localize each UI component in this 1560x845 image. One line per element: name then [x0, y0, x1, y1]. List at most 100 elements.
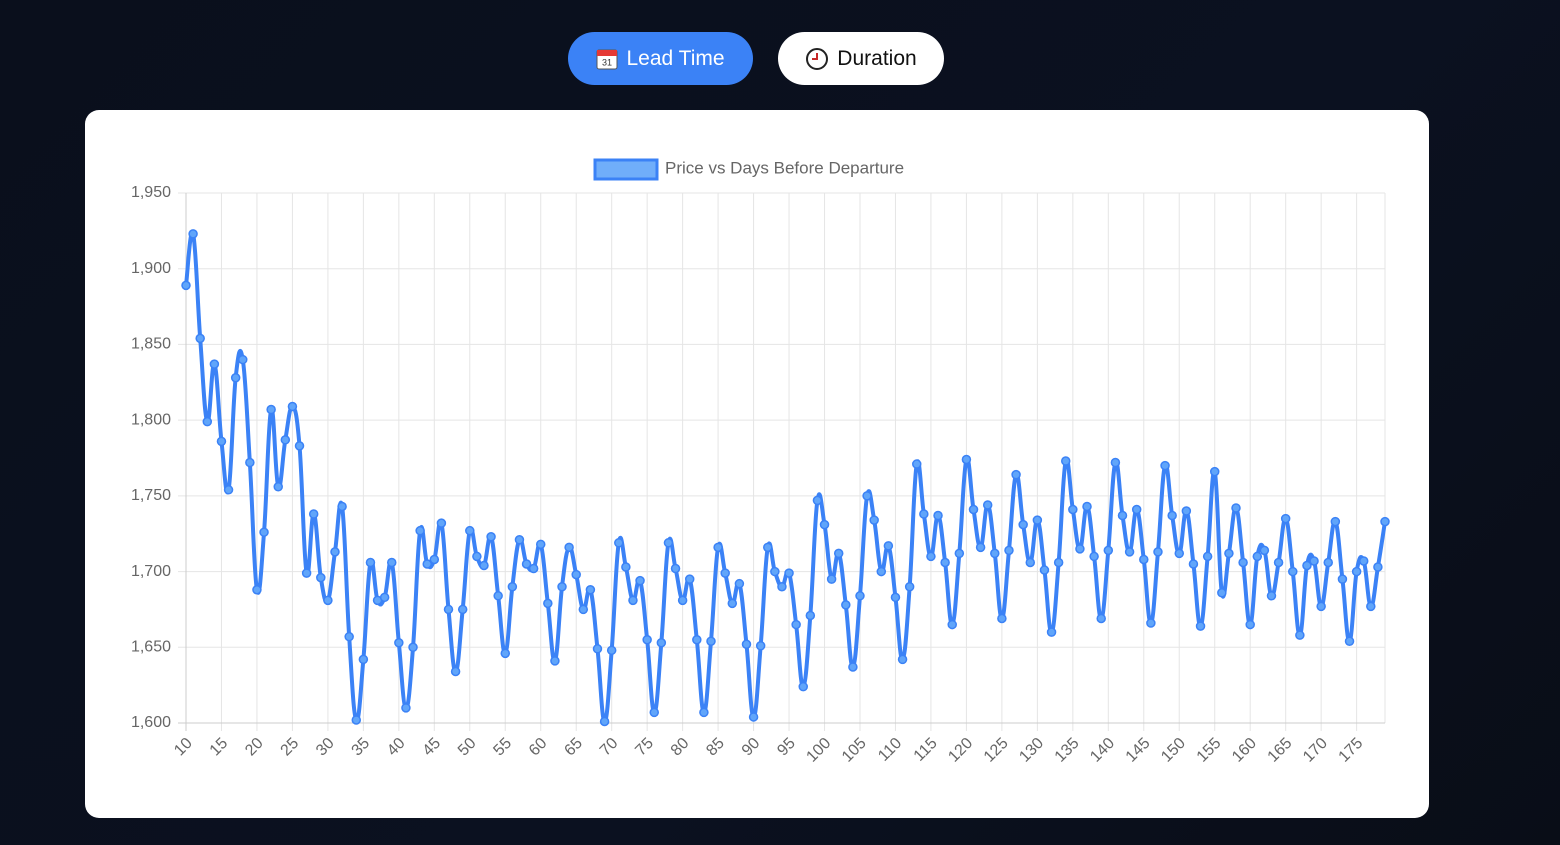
data-point	[564, 542, 574, 553]
data-point	[1131, 504, 1142, 515]
data-point	[557, 581, 567, 592]
data-point	[812, 495, 823, 506]
lead-time-button[interactable]: 31 Lead Time	[568, 32, 753, 85]
data-point	[1181, 506, 1192, 516]
data-point	[727, 598, 738, 609]
x-tick-label: 40	[384, 735, 409, 760]
data-point	[294, 441, 305, 451]
data-point	[862, 491, 872, 501]
x-tick-label: 45	[420, 735, 445, 760]
data-point	[365, 557, 376, 568]
data-point	[720, 568, 730, 578]
x-tick-label: 120	[945, 735, 976, 766]
data-point	[777, 581, 787, 592]
x-tick-label: 80	[668, 735, 693, 760]
data-point	[982, 500, 993, 510]
data-point	[386, 557, 397, 568]
x-tick-label: 105	[839, 735, 870, 766]
y-tick-label: 1,650	[131, 639, 171, 656]
data-point	[1060, 456, 1071, 466]
data-point	[1032, 515, 1043, 525]
data-point	[876, 566, 887, 577]
data-point	[344, 631, 354, 642]
data-point	[1188, 559, 1199, 569]
y-tick-label: 1,850	[131, 336, 171, 353]
data-point	[997, 613, 1007, 624]
data-point	[479, 560, 489, 571]
data-point	[1280, 513, 1291, 524]
data-point	[401, 703, 411, 713]
data-point	[699, 707, 709, 718]
data-point	[883, 541, 894, 551]
x-tick-label: 90	[739, 735, 764, 760]
data-point	[465, 525, 475, 536]
data-line	[184, 230, 1387, 724]
data-point	[933, 510, 943, 521]
data-point	[1160, 460, 1170, 471]
data-point	[245, 457, 255, 468]
data-point	[635, 575, 645, 586]
data-point	[940, 557, 950, 568]
data-point	[1316, 601, 1326, 612]
data-point	[543, 598, 553, 609]
data-point	[1273, 557, 1284, 568]
button-label: Lead Time	[626, 46, 725, 70]
x-tick-label: 135	[1052, 735, 1083, 766]
data-point	[1266, 591, 1277, 601]
data-point	[663, 538, 674, 548]
data-point	[1025, 557, 1036, 568]
data-point	[578, 604, 589, 615]
data-point	[1167, 510, 1177, 521]
data-point	[585, 584, 596, 595]
data-point	[316, 572, 326, 583]
y-tick-label: 1,600	[131, 714, 171, 731]
data-point	[1373, 562, 1383, 572]
data-point	[1139, 554, 1149, 565]
data-point	[841, 600, 851, 610]
data-point	[961, 454, 972, 465]
data-point	[791, 619, 801, 630]
data-point	[1238, 557, 1248, 568]
data-point	[1309, 556, 1319, 566]
data-point	[358, 654, 369, 665]
data-point	[599, 716, 610, 727]
data-point	[415, 525, 425, 536]
data-point	[1351, 566, 1362, 577]
x-tick-label: 20	[242, 735, 267, 760]
data-point	[259, 527, 269, 537]
data-point	[1217, 588, 1227, 598]
data-point	[819, 519, 830, 530]
x-tick-label: 150	[1158, 735, 1189, 766]
data-point	[755, 641, 766, 651]
data-point	[450, 666, 461, 677]
data-point	[408, 642, 418, 653]
data-point	[535, 539, 546, 550]
data-point	[826, 574, 837, 584]
data-point	[528, 563, 539, 574]
calendar-icon: 31	[596, 49, 618, 69]
duration-button[interactable]: Duration	[778, 32, 944, 85]
data-point	[1082, 501, 1092, 512]
data-point	[181, 280, 191, 291]
data-point	[330, 547, 340, 557]
data-point	[308, 509, 319, 519]
x-tick-label: 35	[349, 735, 374, 760]
data-point	[1344, 636, 1355, 646]
data-point	[379, 592, 390, 603]
data-point	[706, 636, 716, 646]
x-tick-label: 140	[1087, 735, 1118, 766]
x-tick-label: 30	[313, 735, 338, 760]
x-tick-label: 10	[171, 735, 196, 760]
x-tick-label: 160	[1229, 735, 1260, 766]
clock-icon	[806, 47, 829, 70]
data-point	[890, 592, 901, 603]
x-tick-label: 15	[207, 735, 232, 760]
x-tick-label: 25	[278, 735, 303, 760]
data-point	[926, 551, 936, 562]
data-point	[301, 568, 312, 578]
data-point	[1231, 503, 1241, 513]
legend-label: Price vs Days Before Departure	[665, 158, 904, 177]
data-point	[436, 518, 447, 528]
data-point	[223, 485, 234, 495]
